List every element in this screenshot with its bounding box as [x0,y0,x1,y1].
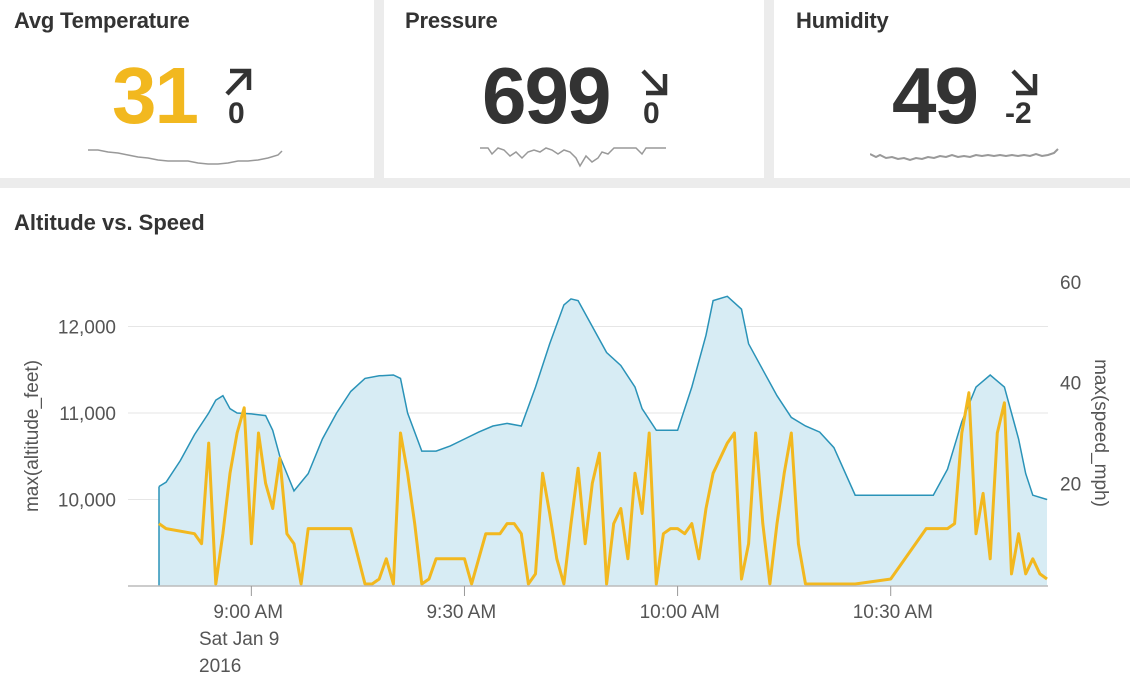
y-left-tick-label: 10,000 [58,491,116,512]
kpi-delta: 0 [643,97,660,130]
x-date-label: Sat Jan 9 [199,629,279,650]
kpi-tile-humidity[interactable]: Humidity 49 -2 [774,0,1130,178]
y-right-tick-label: 60 [1060,273,1081,294]
x-tick-label: 9:30 AM [426,602,496,623]
down-right-arrow-icon [1011,69,1038,96]
y-left-tick-label: 12,000 [58,318,116,339]
kpi-delta: -2 [1005,97,1032,130]
kpi-value: 699 [482,51,611,140]
kpi-tile-pressure[interactable]: Pressure 699 0 [384,0,764,178]
x-tick-label: 10:00 AM [640,602,720,623]
kpi-delta: 0 [228,97,245,130]
y-left-axis-title: max(altitude_feet) [22,360,43,512]
kpi-row: Avg Temperature 31 0 Pressure 699 0 [0,0,1130,188]
altitude-speed-chart[interactable]: 10,000 11,000 12,000 20 40 60 9:00 AM 9:30 AM 10… [0,188,1130,688]
kpi-title: Avg Temperature [14,8,190,33]
kpi-title: Humidity [796,8,889,33]
kpi-value: 49 [892,51,979,140]
kpi-tile-avg-temperature[interactable]: Avg Temperature 31 0 [0,0,374,178]
kpi-sparkline [480,147,666,168]
up-right-arrow-icon [225,68,252,96]
kpi-value: 31 [112,51,199,140]
y-left-tick-label: 11,000 [59,404,116,425]
kpi-title: Pressure [405,8,498,33]
chart-title: Altitude vs. Speed [14,210,205,235]
altitude-area [159,296,1047,586]
down-right-arrow-icon [641,69,668,96]
speed-line[interactable] [158,391,1048,586]
y-right-tick-label: 40 [1060,374,1081,395]
y-right-axis-title: max(speed_mph) [1090,359,1111,507]
x-tick-label: 9:00 AM [213,602,283,623]
y-right-tick-label: 20 [1060,474,1081,495]
altitude-line[interactable] [158,295,1048,501]
kpi-sparkline [88,149,283,165]
altitude-speed-chart-panel: Altitude vs. Speed 10,000 11,000 12,000 20 4… [0,188,1130,688]
kpi-sparkline [870,148,1059,162]
x-tick-label: 10:30 AM [853,602,933,623]
x-year-label: 2016 [199,656,241,677]
